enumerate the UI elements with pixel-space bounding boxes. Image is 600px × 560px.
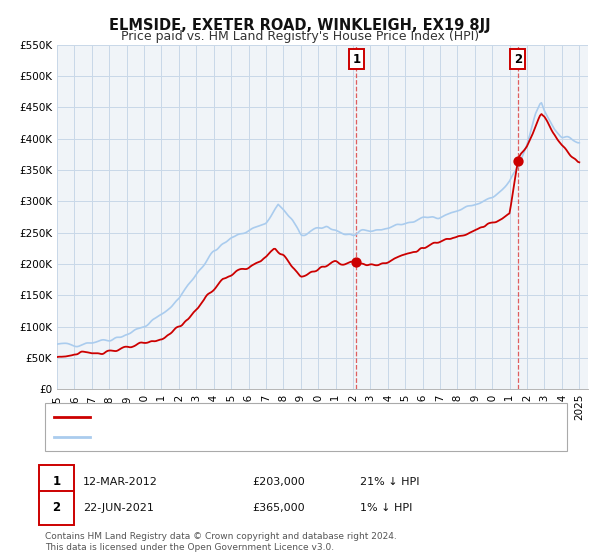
Text: HPI: Average price, detached house, Torridge: HPI: Average price, detached house, Torr… [96,432,347,442]
Text: Contains HM Land Registry data © Crown copyright and database right 2024.: Contains HM Land Registry data © Crown c… [45,532,397,541]
Text: 2: 2 [514,53,522,66]
Text: £365,000: £365,000 [252,503,305,513]
Text: £203,000: £203,000 [252,477,305,487]
Text: 1% ↓ HPI: 1% ↓ HPI [360,503,412,513]
Point [352,258,361,267]
Text: 12-MAR-2012: 12-MAR-2012 [83,477,158,487]
Text: Price paid vs. HM Land Registry's House Price Index (HPI): Price paid vs. HM Land Registry's House … [121,30,479,43]
Text: 1: 1 [352,53,361,66]
Text: ELMSIDE, EXETER ROAD, WINKLEIGH, EX19 8JJ (detached house): ELMSIDE, EXETER ROAD, WINKLEIGH, EX19 8J… [96,412,456,422]
Text: 22-JUN-2021: 22-JUN-2021 [83,503,154,513]
Text: 21% ↓ HPI: 21% ↓ HPI [360,477,419,487]
Text: 2: 2 [52,501,61,515]
Point [513,156,523,165]
Text: This data is licensed under the Open Government Licence v3.0.: This data is licensed under the Open Gov… [45,543,334,552]
Text: ELMSIDE, EXETER ROAD, WINKLEIGH, EX19 8JJ: ELMSIDE, EXETER ROAD, WINKLEIGH, EX19 8J… [109,18,491,34]
Text: 1: 1 [52,475,61,488]
